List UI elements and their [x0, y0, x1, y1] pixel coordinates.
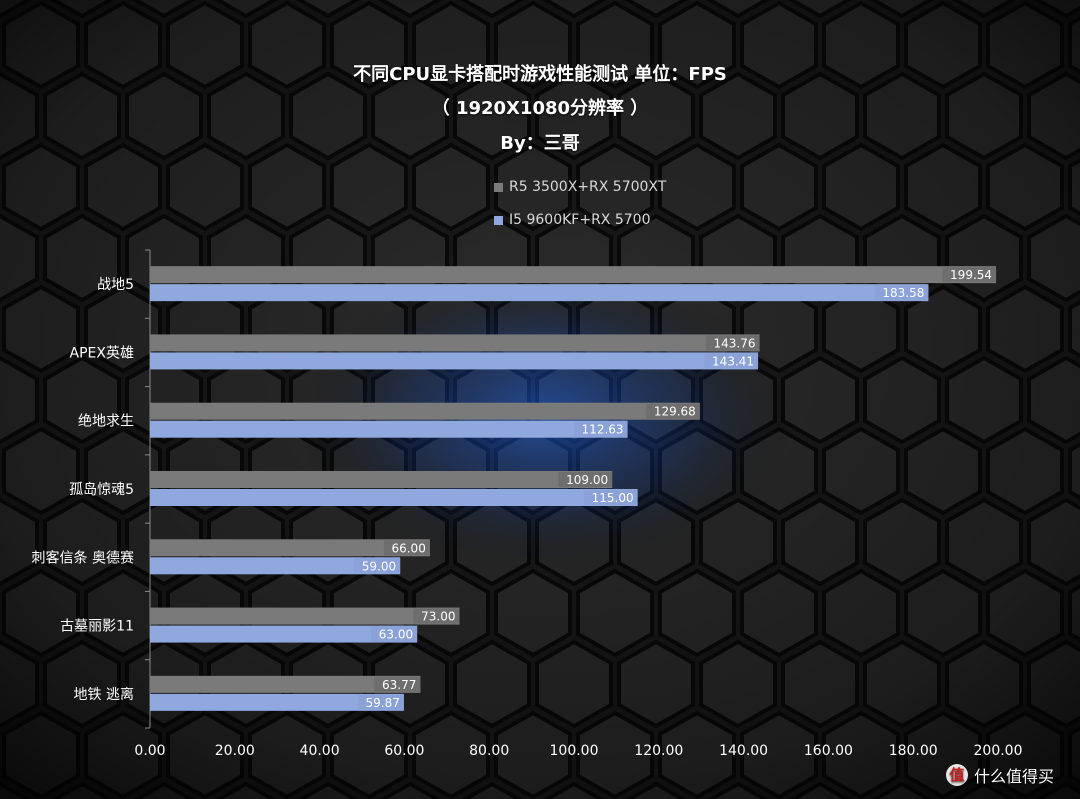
legend-label-series-2: I5 9600KF+RX 5700	[509, 212, 651, 228]
legend-item-series-1: R5 3500X+RX 5700XT	[494, 179, 666, 195]
legend-swatch-series-1	[494, 182, 503, 192]
bar-series-1	[150, 675, 421, 693]
category-label: 古墓丽影11	[60, 619, 134, 635]
value-label-bg	[646, 403, 700, 419]
category-label: 刺客信条 奥德赛	[32, 549, 134, 566]
chart-subtitle: （ 1920X1080分辨率 ）	[431, 98, 649, 119]
value-label-bg	[558, 472, 613, 487]
legend-label-series-1: R5 3500X+RX 5700XT	[509, 179, 667, 195]
x-tick-label: 100.00	[550, 743, 599, 759]
value-label-series-2: 63.00	[379, 628, 413, 642]
bar-series-1	[150, 471, 613, 488]
value-label-series-2: 59.87	[365, 696, 399, 710]
bar-series-2	[150, 557, 401, 575]
x-tick-label: 80.00	[469, 743, 509, 759]
value-label-series-1: 129.68	[654, 405, 696, 419]
value-label-bg	[705, 335, 760, 351]
category-label: APEX英雄	[70, 344, 134, 361]
legend-swatch-series-2	[494, 215, 503, 225]
watermark: 值 什么值得买	[946, 763, 1054, 787]
value-label-bg	[942, 267, 997, 283]
bar-series-1	[150, 266, 997, 284]
category-label: 战地5	[97, 277, 134, 293]
bar-series-1	[150, 539, 430, 557]
value-label-series-2: 143.41	[712, 354, 754, 368]
x-tick-label: 160.00	[804, 743, 853, 759]
watermark-text: 什么值得买	[974, 767, 1055, 786]
bar-series-2	[150, 693, 404, 711]
value-label-bg	[413, 608, 460, 624]
value-label-series-2: 59.00	[362, 559, 396, 573]
bar-series-2	[150, 489, 638, 506]
value-label-bg	[584, 490, 638, 505]
value-label-bg	[874, 285, 929, 301]
x-tick-label: 40.00	[300, 743, 340, 759]
x-tick-label: 0.00	[134, 743, 165, 759]
value-label-series-2: 183.58	[882, 286, 924, 300]
bar-series-2	[150, 284, 929, 302]
bar-series-1	[150, 402, 700, 420]
value-label-bg	[704, 353, 759, 369]
value-label-series-1: 66.00	[391, 541, 425, 555]
bar-series-1	[150, 607, 460, 625]
value-label-series-1: 199.54	[950, 268, 992, 282]
bar-series-2	[150, 625, 418, 643]
category-label: 地铁 逃离	[74, 686, 134, 703]
legend-item-series-2: I5 9600KF+RX 5700	[494, 212, 650, 228]
bar-series-1	[150, 334, 760, 352]
x-tick-label: 180.00	[889, 743, 938, 759]
bar-series-2	[150, 420, 628, 438]
value-label-series-2: 115.00	[592, 491, 634, 505]
chart-title: 不同CPU显卡搭配时游戏性能测试 单位：FPS	[353, 64, 727, 85]
category-label: 绝地求生	[78, 414, 134, 430]
watermark-logo-icon: 值	[946, 764, 968, 786]
x-tick-label: 200.00	[974, 743, 1023, 759]
value-label-bg	[357, 694, 404, 710]
value-label-bg	[371, 626, 418, 642]
x-tick-label: 120.00	[634, 743, 683, 759]
value-label-series-2: 112.63	[582, 423, 624, 437]
value-label-bg	[374, 676, 421, 692]
x-tick-label: 20.00	[215, 743, 255, 759]
value-label-bg	[573, 421, 628, 437]
category-label: 孤岛惊魂5	[69, 482, 134, 498]
value-label-series-1: 73.00	[421, 610, 455, 624]
bar-series-2	[150, 352, 759, 370]
x-tick-label: 140.00	[719, 743, 768, 759]
chart-author: By：三哥	[500, 133, 580, 154]
value-label-series-1: 63.77	[382, 678, 416, 692]
x-tick-label: 60.00	[384, 743, 424, 759]
value-label-series-1: 109.00	[566, 473, 608, 487]
value-label-series-1: 143.76	[714, 336, 756, 350]
value-label-bg	[354, 558, 401, 574]
value-label-bg	[383, 540, 430, 556]
